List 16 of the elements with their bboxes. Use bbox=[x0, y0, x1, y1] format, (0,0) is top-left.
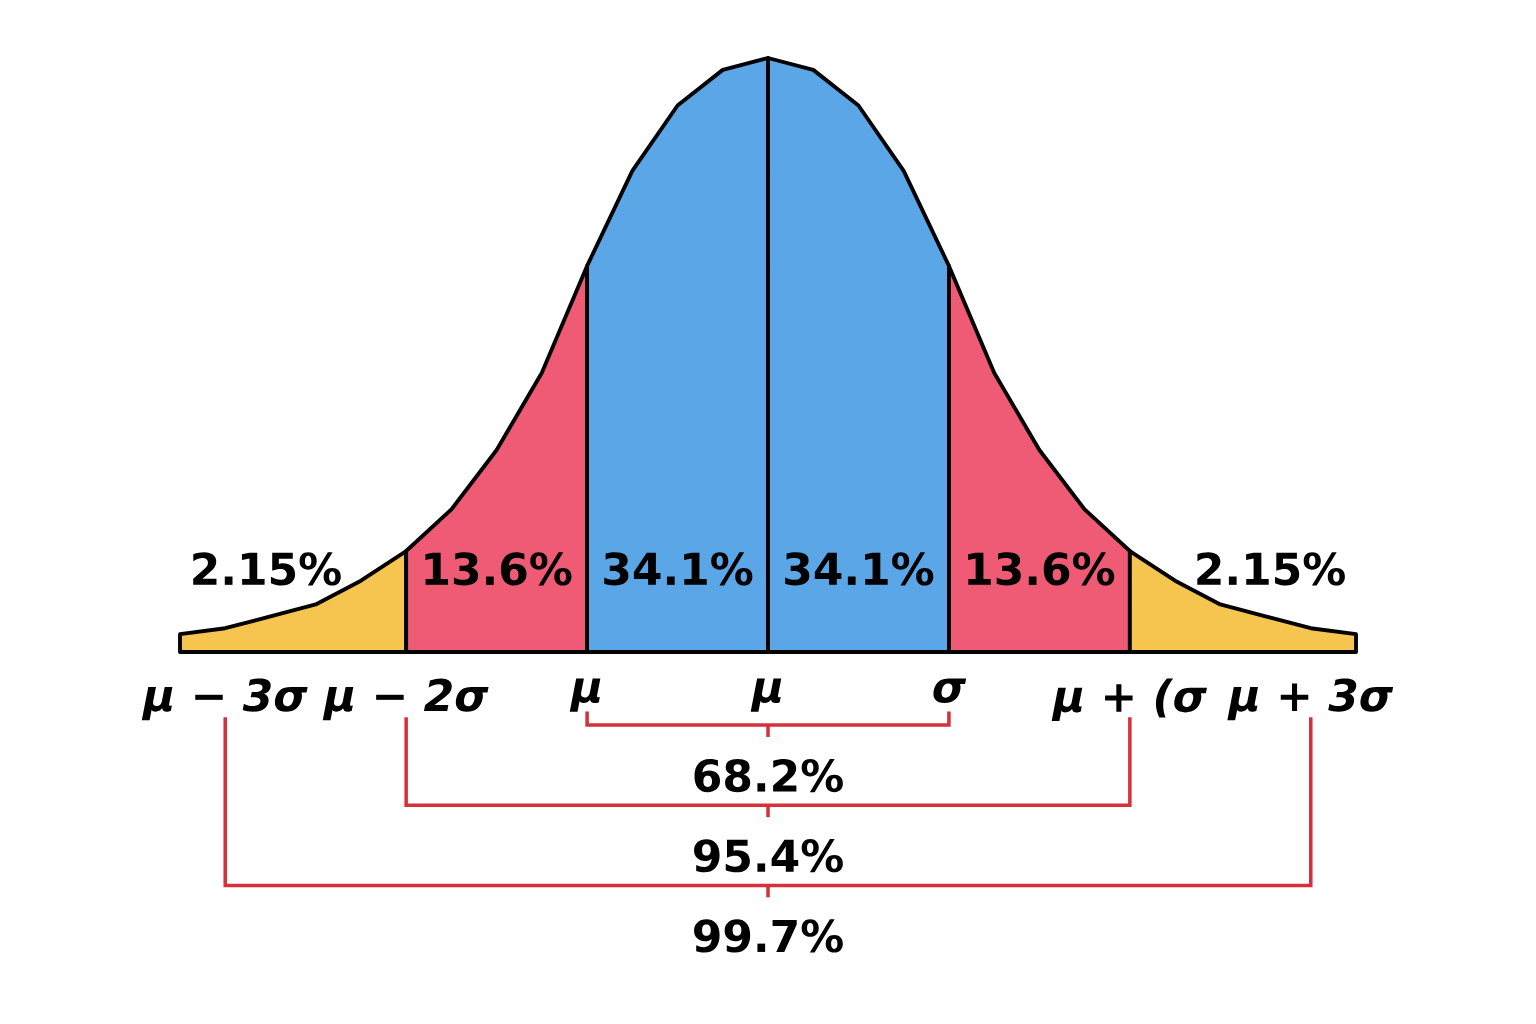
x-tick-label: σ bbox=[933, 678, 967, 704]
annotation: 13.6% bbox=[425, 552, 572, 586]
annotation: 34.1% bbox=[604, 552, 753, 586]
x-tick-label: μ − 3σ bbox=[141, 678, 308, 721]
annotation: 2.15% bbox=[1197, 552, 1345, 586]
text: 95.4% bbox=[694, 839, 843, 873]
x-tick-label: μ bbox=[750, 678, 782, 712]
text: 68.2% bbox=[694, 758, 843, 793]
x-tick-label: μ + (σ bbox=[1051, 678, 1207, 722]
annotation: 34.1% bbox=[785, 552, 934, 586]
x-tick-label: μ bbox=[569, 678, 601, 712]
annotation: 2.15% bbox=[193, 552, 341, 586]
x-tick-label: μ + 3σ bbox=[1227, 678, 1394, 721]
annotation: 13.6% bbox=[968, 552, 1115, 586]
x-tick-label: μ − 2σ bbox=[322, 678, 489, 721]
text: 99.7% bbox=[694, 919, 843, 953]
